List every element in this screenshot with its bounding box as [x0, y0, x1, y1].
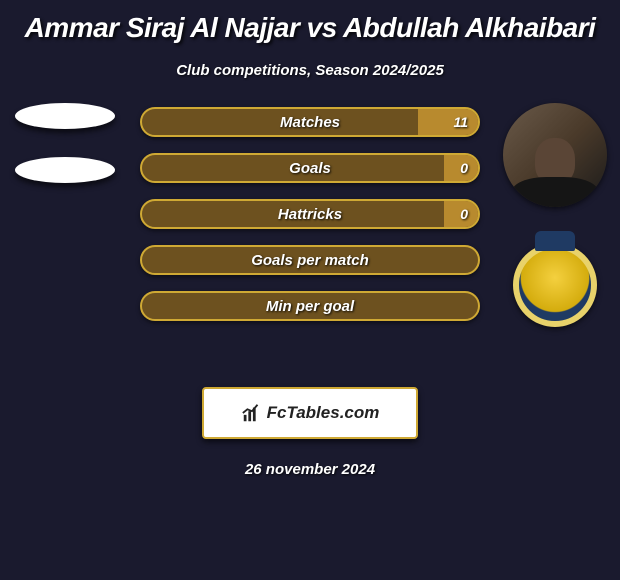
right-player-photo [503, 103, 607, 207]
stat-bar-value-right: 11 [453, 114, 468, 130]
stat-bar: Min per goal [140, 291, 480, 321]
source-logo-label: FcTables.com [267, 403, 380, 423]
source-logo: FcTables.com [202, 387, 418, 439]
chart-icon [241, 402, 263, 424]
stat-bar: Hattricks 0 [140, 199, 480, 229]
stat-bars: Matches 11 Goals 0 Hattricks 0 Goals per match… [140, 107, 480, 337]
stat-bar: Goals per match [140, 245, 480, 275]
stat-bar: Matches 11 [140, 107, 480, 137]
source-logo-text: FcTables.com [241, 402, 380, 424]
left-player-club-placeholder [15, 157, 115, 183]
comparison-stage: Matches 11 Goals 0 Hattricks 0 Goals per match… [0, 107, 620, 367]
right-player-club-badge [513, 243, 597, 327]
stat-bar-label: Min per goal [266, 298, 354, 315]
stat-bar-label: Goals per match [251, 252, 369, 269]
stat-bar-value-right: 0 [460, 206, 468, 222]
left-player-photo-placeholder [15, 103, 115, 129]
snapshot-date: 26 november 2024 [0, 461, 620, 478]
right-player-col [500, 103, 610, 327]
stat-bar-label: Hattricks [278, 206, 342, 223]
page-subtitle: Club competitions, Season 2024/2025 [0, 62, 620, 79]
stat-bar: Goals 0 [140, 153, 480, 183]
stat-bar-fill-right [418, 109, 478, 135]
page-title: Ammar Siraj Al Najjar vs Abdullah Alkhai… [0, 0, 620, 44]
stat-bar-value-right: 0 [460, 160, 468, 176]
stat-bar-label: Goals [289, 160, 331, 177]
stat-bar-label: Matches [280, 114, 340, 131]
left-player-col [10, 103, 120, 211]
